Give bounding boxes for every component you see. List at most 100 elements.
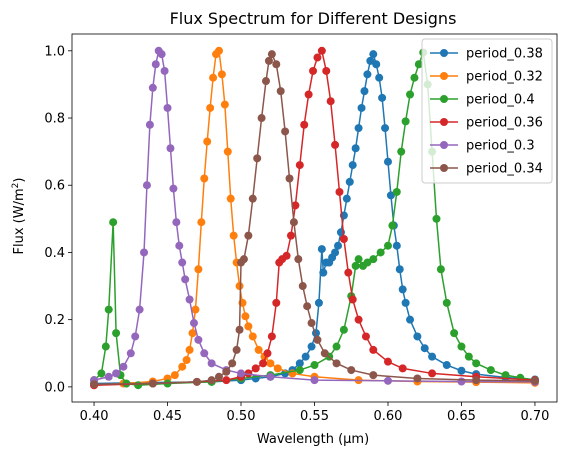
data-point-period_0.3-4 <box>126 349 135 358</box>
data-point-period_0.36-18 <box>304 90 313 99</box>
data-point-period_0.38-40 <box>395 265 404 274</box>
data-point-period_0.38-48 <box>457 366 466 375</box>
legend: period_0.38 period_0.32 period_0.4 period_0… <box>421 38 553 184</box>
data-point-period_0.32-12 <box>200 174 209 183</box>
data-point-period_0.34-5 <box>222 367 231 376</box>
legend-swatch-marker <box>440 118 448 126</box>
legend-item-period_0.36: period_0.36 <box>430 116 543 131</box>
data-point-period_0.38-13 <box>317 245 326 254</box>
data-point-period_0.3-22 <box>185 295 194 304</box>
data-point-period_0.34-15 <box>262 77 270 86</box>
data-point-period_0.3-3 <box>119 362 128 371</box>
data-point-period_0.34-8 <box>235 325 244 334</box>
data-point-period_0.38-43 <box>406 315 415 324</box>
data-point-period_0.34-10 <box>239 255 248 264</box>
data-point-period_0.3-13 <box>157 50 166 59</box>
data-point-period_0.34-13 <box>253 154 262 163</box>
data-point-period_0.38-22 <box>342 194 351 203</box>
data-point-period_0.38-37 <box>386 191 395 200</box>
data-point-period_0.3-15 <box>163 103 172 112</box>
data-point-period_0.38-18 <box>331 248 340 257</box>
legend-label: period_0.34 <box>466 162 543 177</box>
y-tick-label: 0.6 <box>44 179 65 194</box>
data-point-period_0.34-32 <box>413 374 422 383</box>
legend-label: period_0.3 <box>466 139 535 154</box>
data-point-period_0.36-23 <box>326 97 335 106</box>
data-point-period_0.4-39 <box>450 329 459 338</box>
data-point-period_0.32-19 <box>220 100 229 109</box>
data-point-period_0.32-20 <box>223 147 232 156</box>
data-point-period_0.3-19 <box>175 241 184 250</box>
data-point-period_0.38-31 <box>369 50 378 59</box>
data-point-period_0.4-30 <box>406 90 415 99</box>
data-point-period_0.38-29 <box>363 70 372 79</box>
data-point-period_0.36-30 <box>361 332 370 341</box>
data-point-period_0.36-16 <box>295 161 304 170</box>
data-point-period_0.38-25 <box>351 144 360 153</box>
data-point-period_0.34-28 <box>320 349 329 358</box>
data-point-period_0.32-22 <box>229 231 238 240</box>
data-point-period_0.34-3 <box>207 376 216 385</box>
data-point-period_0.34-31 <box>369 371 378 380</box>
y-axis-label-main: Flux (W/m <box>12 188 27 254</box>
data-point-period_0.38-46 <box>428 352 437 361</box>
data-point-period_0.36-24 <box>331 140 340 149</box>
data-point-period_0.3-16 <box>166 144 175 153</box>
data-point-period_0.3-10 <box>148 83 157 92</box>
data-point-period_0.34-20 <box>281 127 290 136</box>
data-point-period_0.36-15 <box>291 201 300 210</box>
data-point-period_0.34-19 <box>276 87 285 96</box>
legend-label: period_0.38 <box>466 47 543 62</box>
data-point-period_0.34-2 <box>192 377 201 386</box>
y-axis-label: Flux (W/m2) <box>11 178 27 255</box>
data-point-period_0.4-26 <box>388 221 397 230</box>
data-point-period_0.3-28 <box>237 369 246 378</box>
data-point-period_0.3-25 <box>200 349 209 358</box>
data-point-period_0.38-45 <box>420 344 429 353</box>
data-point-period_0.36-27 <box>344 268 353 277</box>
data-point-period_0.36-20 <box>313 53 322 62</box>
data-point-period_0.4-4 <box>109 218 118 227</box>
data-point-period_0.4-42 <box>472 359 481 368</box>
data-point-period_0.34-7 <box>232 345 241 354</box>
data-point-period_0.3-21 <box>181 275 190 284</box>
data-point-period_0.36-7 <box>259 359 268 368</box>
data-point-period_0.36-6 <box>251 364 260 373</box>
data-point-period_0.38-28 <box>360 87 369 96</box>
data-point-period_0.3-32 <box>457 377 466 386</box>
data-point-period_0.3-31 <box>383 376 392 385</box>
data-point-period_0.34-0 <box>90 380 99 389</box>
legend-item-period_0.32: period_0.32 <box>430 70 543 85</box>
series-line-period_0.3 <box>93 49 535 383</box>
data-point-period_0.38-9 <box>301 352 310 361</box>
x-tick-label: 0.60 <box>374 409 403 424</box>
data-point-period_0.4-2 <box>101 342 110 351</box>
data-point-period_0.4-22 <box>363 258 372 267</box>
data-point-period_0.34-21 <box>285 174 294 183</box>
legend-item-period_0.38: period_0.38 <box>430 47 543 62</box>
data-point-period_0.36-22 <box>322 66 331 75</box>
chart-title: Flux Spectrum for Different Designs <box>170 9 457 28</box>
legend-label: period_0.36 <box>466 116 543 131</box>
y-tick-label: 0.4 <box>44 246 65 261</box>
data-point-period_0.32-26 <box>241 312 250 321</box>
data-point-period_0.38-39 <box>392 241 401 250</box>
data-point-period_0.3-20 <box>178 258 187 267</box>
data-point-period_0.36-14 <box>286 231 295 240</box>
data-point-period_0.38-26 <box>354 124 363 133</box>
data-point-period_0.3-2 <box>112 369 121 378</box>
series-period_0.32 <box>90 46 539 390</box>
y-axis-label-sup: 2 <box>11 183 21 189</box>
series-period_0.34 <box>90 50 539 389</box>
legend-label: period_0.32 <box>466 70 543 85</box>
data-point-period_0.34-14 <box>257 114 266 123</box>
data-point-period_0.36-25 <box>335 187 344 196</box>
data-point-period_0.4-19 <box>351 261 360 270</box>
data-point-period_0.3-6 <box>135 305 144 314</box>
data-point-period_0.34-11 <box>244 231 253 240</box>
data-point-period_0.3-14 <box>160 66 169 75</box>
data-point-period_0.32-14 <box>206 103 215 112</box>
data-point-period_0.4-27 <box>392 187 401 196</box>
data-point-period_0.32-27 <box>244 322 253 331</box>
